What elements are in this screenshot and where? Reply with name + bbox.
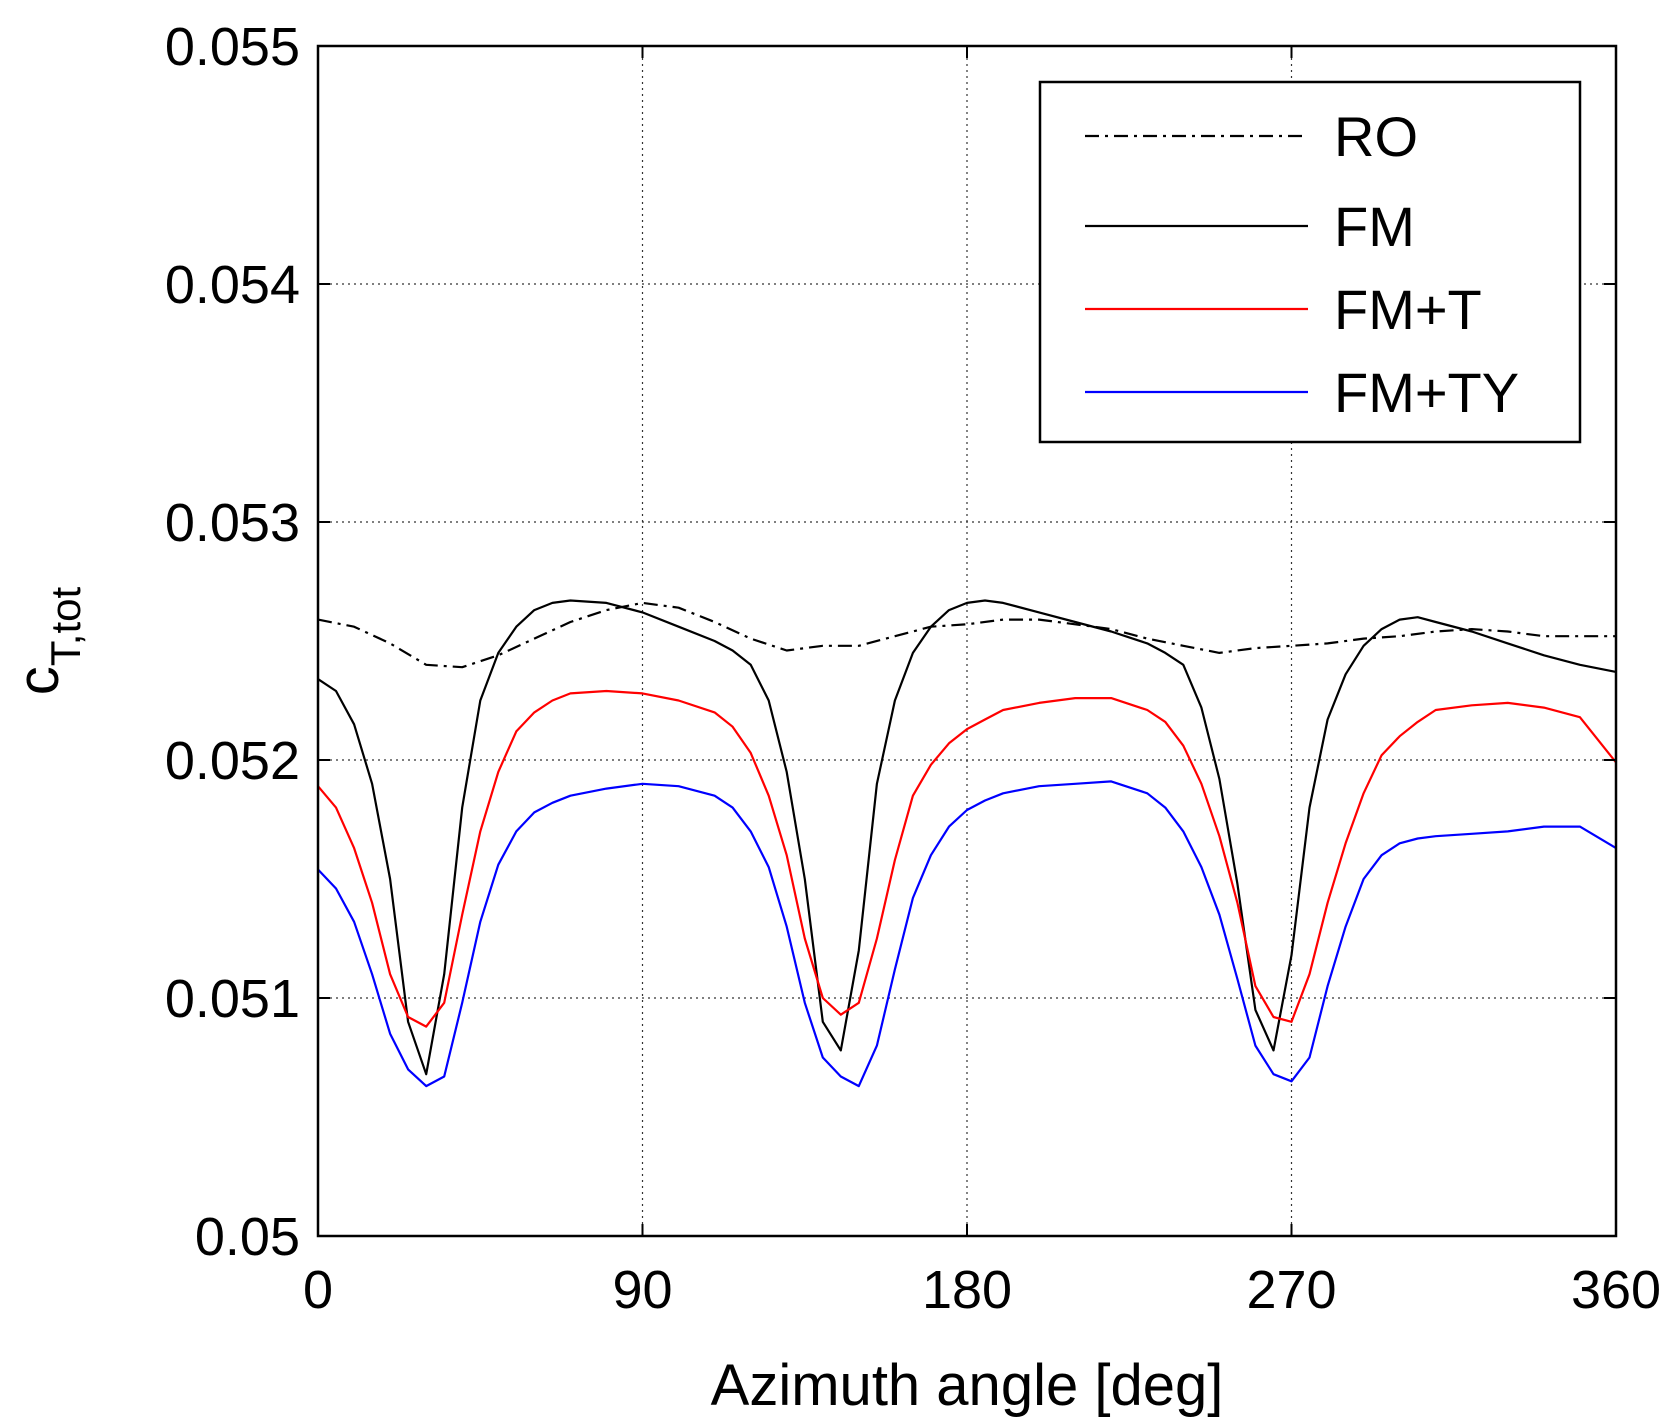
x-tick-label: 270: [1246, 1260, 1336, 1320]
series-line-ro: [317, 601, 1616, 669]
x-axis-label: Azimuth angle [deg]: [711, 1353, 1224, 1418]
y-axis-label-subscript: T,tot: [42, 586, 89, 666]
y-tick-label: 0.054: [165, 255, 300, 315]
y-tick-label: 0.055: [165, 17, 300, 77]
legend-label: FM: [1334, 195, 1415, 258]
x-tick-label: 90: [612, 1260, 672, 1320]
axis-ticks: 0 90 180 270 360 0.05 0.051 0.052 0.053 0.054 0.05…: [165, 17, 1661, 1320]
legend-label: FM+T: [1334, 278, 1482, 341]
y-tick-label: 0.053: [165, 493, 300, 553]
legend-label: RO: [1334, 105, 1418, 168]
series-line-fm-ty: [317, 780, 1617, 1088]
y-axis-label: cT,tot: [6, 586, 89, 695]
x-tick-label: 0: [303, 1260, 333, 1320]
y-axis-label-base: c: [6, 666, 71, 695]
y-tick-label: 0.051: [165, 969, 300, 1029]
legend-label: FM+TY: [1334, 361, 1519, 424]
series-lines: [317, 599, 1617, 1088]
y-tick-label: 0.05: [195, 1207, 300, 1267]
series-line-fm-t: [317, 689, 1617, 1028]
legend-box: [1038, 80, 1582, 444]
x-tick-label: 360: [1571, 1260, 1661, 1320]
legend: RO FM FM+T FM+TY: [1038, 80, 1582, 444]
y-tick-label: 0.052: [165, 731, 300, 791]
x-tick-label: 180: [922, 1260, 1012, 1320]
series-line-fm: [317, 599, 1617, 1076]
